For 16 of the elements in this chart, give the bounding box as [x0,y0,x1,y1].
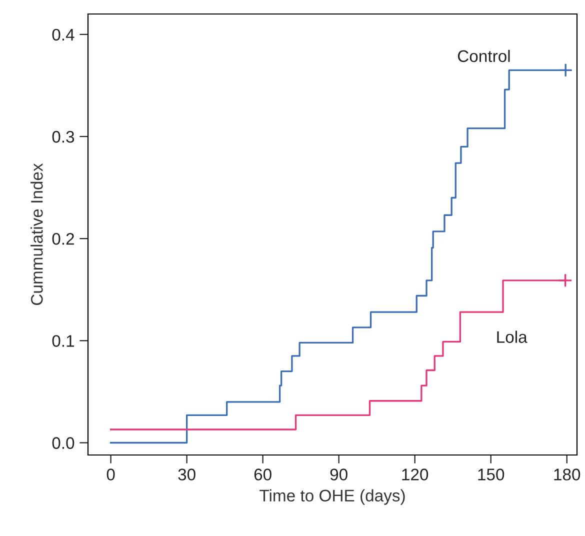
x-tick-label: 180 [554,468,580,480]
series-label: Control [458,50,510,62]
y-tick-label: 0.2 [52,232,74,245]
y-axis-title: Cummulative Index [30,163,43,305]
x-tick-label: 120 [402,468,428,480]
y-tick-label: 0.4 [52,28,74,41]
x-tick-label: 150 [478,468,504,480]
x-tick-label: 0 [106,468,115,480]
x-tick-label: 90 [330,468,348,480]
y-tick-label: 0.0 [52,437,74,449]
x-tick-label: 30 [178,468,196,480]
x-axis-title: Time to OHE (days) [260,489,405,505]
y-tick-label: 0.1 [52,335,74,347]
y-tick-label: 0.3 [52,130,74,143]
series-label: Lola [497,330,528,343]
x-tick-label: 60 [254,468,272,480]
